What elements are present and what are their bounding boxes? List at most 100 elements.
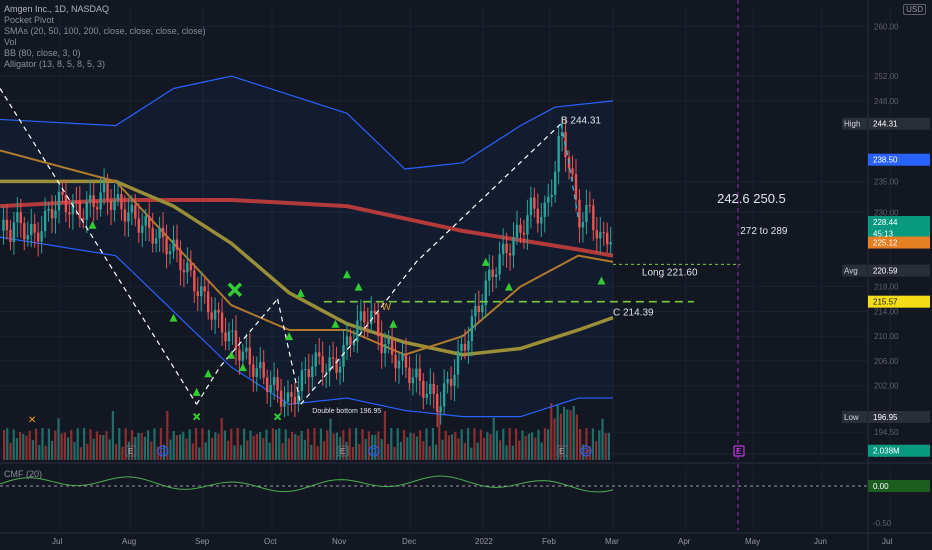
candle-body <box>231 330 234 332</box>
volume-bar <box>54 430 57 460</box>
time-tick-label: Apr <box>678 537 691 546</box>
volume-bar <box>44 445 47 460</box>
volume-bar <box>198 447 201 460</box>
candle-body <box>186 262 189 273</box>
volume-bar <box>383 411 386 460</box>
currency-badge[interactable]: USD <box>903 4 926 15</box>
volume-bar <box>131 430 134 460</box>
volume-bar <box>422 441 425 460</box>
candle-body <box>297 390 300 404</box>
volume-bar <box>172 431 175 460</box>
candle-body <box>585 205 588 223</box>
volume-bar <box>102 435 105 460</box>
volume-bar <box>92 438 95 460</box>
time-tick-label: Jul <box>882 537 892 546</box>
candle-body <box>189 262 193 271</box>
volume-bar <box>3 430 6 460</box>
volume-bar <box>243 428 246 460</box>
volume-bar <box>326 430 329 460</box>
volume-bar <box>239 445 242 460</box>
volume-bar <box>259 432 262 460</box>
candle-body <box>259 362 262 369</box>
candle-body <box>293 396 297 404</box>
volume-bar <box>156 446 159 460</box>
candle-body <box>102 183 106 193</box>
volume-bar <box>572 406 575 460</box>
volume-bar <box>9 442 12 460</box>
candle-body <box>581 222 585 228</box>
axis-label-tag <box>842 264 867 277</box>
candle-body <box>148 216 151 228</box>
volume-bar <box>361 429 364 460</box>
small-x-marker <box>192 412 201 421</box>
candle-body <box>331 357 335 359</box>
volume-bar <box>444 430 447 460</box>
volume-bar <box>463 443 466 460</box>
volume-bar <box>345 441 348 460</box>
candle-body <box>123 209 127 222</box>
time-tick-label: May <box>745 537 760 546</box>
candle-body <box>540 216 543 224</box>
candle-body <box>109 199 113 211</box>
candle-body <box>269 384 272 392</box>
price-tick-label: 210.00 <box>874 332 899 341</box>
volume-bar <box>35 428 38 460</box>
candle-body <box>377 313 380 336</box>
volume-bar <box>492 417 495 460</box>
candle-body <box>304 369 307 371</box>
time-tick-label: 2022 <box>475 537 493 546</box>
candle-body <box>363 311 366 323</box>
volume-bar <box>12 429 15 460</box>
legend-symbol: Amgen Inc., 1D, NASDAQ <box>4 4 110 14</box>
candle-body <box>488 269 491 281</box>
candle-body <box>474 305 477 317</box>
volume-bar <box>115 444 118 460</box>
axis-price-value: 244.31 <box>873 120 898 129</box>
candle-body <box>210 312 213 320</box>
volume-bar <box>60 433 63 460</box>
volume-bar <box>601 418 604 460</box>
candle-body <box>12 222 16 242</box>
volume-bar <box>406 437 409 460</box>
trend-line <box>0 88 198 405</box>
candles-group <box>2 116 612 428</box>
volume-bar <box>451 434 454 460</box>
volume-bar <box>470 447 473 460</box>
candle-body <box>477 305 481 312</box>
volume-bar <box>179 434 182 460</box>
candle-body <box>314 352 317 367</box>
time-tick-label: Dec <box>402 537 416 546</box>
candle-body <box>127 212 130 222</box>
candle-body <box>470 316 474 342</box>
candle-body <box>234 330 238 350</box>
volume-bar <box>335 432 338 460</box>
candle-body <box>43 210 47 232</box>
candle-body <box>338 366 342 373</box>
candle-body <box>106 183 109 200</box>
candle-body <box>265 377 269 392</box>
candle-body <box>276 377 279 391</box>
volume-bar <box>143 436 146 460</box>
time-tick-label: Oct <box>264 537 277 546</box>
volume-bar <box>409 432 412 460</box>
candle-body <box>404 353 408 368</box>
volume-bar <box>153 428 156 460</box>
volume-bar <box>358 443 361 460</box>
volume-bar <box>249 430 252 460</box>
event-marker-box <box>368 445 380 457</box>
candle-body <box>543 202 546 217</box>
legend-smas: SMAs (20, 50, 100, 200, close, close, cl… <box>4 26 206 36</box>
annotation-label: 242.6 250.5 <box>717 191 786 206</box>
volume-bar <box>28 430 31 460</box>
candle-body <box>245 347 248 352</box>
volume-bar <box>134 436 137 460</box>
candle-body <box>602 232 605 234</box>
volume-bar <box>265 429 268 460</box>
volume-bar <box>575 414 578 460</box>
candle-body <box>64 194 68 213</box>
pocket-pivot-triangle <box>88 220 97 229</box>
volume-group <box>3 403 610 460</box>
trend-line <box>300 123 562 405</box>
candle-body <box>501 243 505 255</box>
